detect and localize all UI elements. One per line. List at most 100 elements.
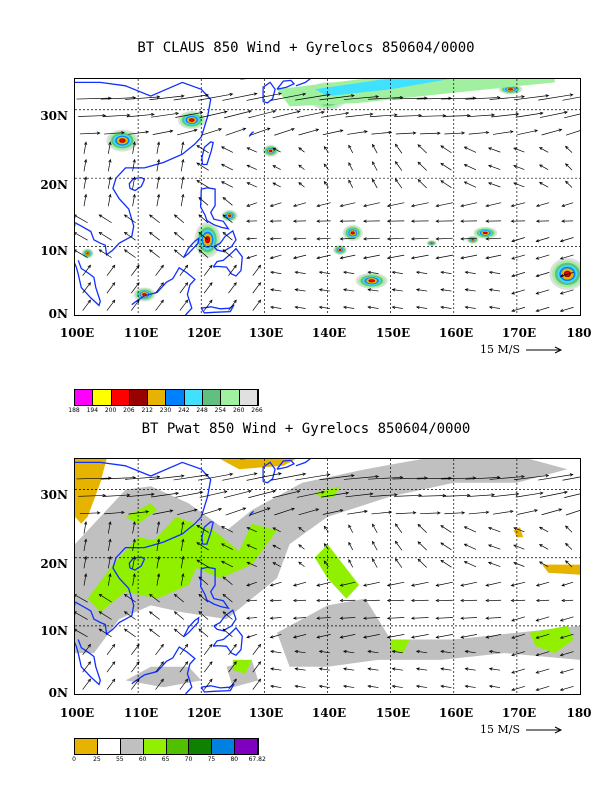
wind-vector [321, 491, 350, 498]
wind-vector [372, 178, 378, 189]
wind-vector [538, 164, 549, 171]
wind-vector [321, 111, 350, 118]
wind-vector [225, 507, 247, 516]
top-colorbar-swatch [148, 390, 167, 405]
wind-vector [298, 561, 305, 567]
top-colorbar [74, 389, 259, 406]
wind-vector [179, 299, 189, 311]
wind-vector [269, 634, 282, 639]
wind-vector [564, 493, 580, 498]
wind-vector [487, 164, 501, 170]
wind-vector [179, 661, 189, 673]
wind-vector [538, 561, 549, 568]
wind-vector [394, 113, 423, 118]
wind-vector [269, 202, 282, 207]
wind-vector [272, 165, 281, 170]
wind-vector [511, 289, 526, 295]
wind-vector [203, 282, 213, 294]
bottom-colorbar-swatch [143, 739, 167, 754]
wind-vector [294, 270, 306, 275]
wind-vector [367, 305, 379, 309]
wind-vector [535, 598, 550, 603]
wind-vector [225, 127, 247, 136]
wind-vector [517, 129, 539, 136]
wind-vector [415, 684, 428, 688]
wind-vector [440, 542, 452, 551]
wind-vector [391, 305, 403, 309]
wind-vector [442, 113, 471, 118]
wind-vector [368, 95, 404, 100]
wind-vector [123, 214, 136, 224]
wind-vector [367, 667, 379, 671]
wind-vector [343, 95, 380, 100]
wind-vector [123, 249, 136, 258]
top-xlabel-140e: 140E [311, 326, 347, 340]
top-map-canvas [75, 79, 580, 315]
top-xlabel-170e: 170E [501, 326, 537, 340]
wind-vector [298, 182, 305, 188]
wind-vector [386, 581, 405, 587]
wind-vector [371, 130, 393, 135]
wind-vector [156, 158, 161, 172]
wind-vector [435, 598, 453, 603]
wind-vector [511, 272, 526, 278]
wind-vector [128, 510, 150, 515]
wind-vector [246, 147, 257, 153]
wind-vector [440, 270, 452, 275]
wind-vector [198, 249, 209, 258]
wind-vector [180, 193, 185, 207]
wind-vector [123, 593, 136, 603]
wind-vector [417, 179, 427, 189]
wind-vector [343, 684, 355, 688]
wind-vector [198, 593, 209, 603]
wind-vector [444, 131, 466, 135]
wind-vector [149, 231, 160, 241]
wind-vector [106, 661, 116, 673]
wind-vector [252, 678, 262, 690]
wind-vector [222, 92, 258, 101]
wind-vector [511, 685, 526, 692]
wind-vector [98, 611, 112, 620]
wind-vector [83, 521, 88, 534]
wind-vector [394, 160, 403, 171]
wind-vector [220, 181, 234, 188]
top-xlabel-120e: 120E [186, 326, 222, 340]
coastline [262, 461, 276, 484]
wind-vector [107, 521, 112, 534]
wind-vector [538, 182, 549, 188]
wind-vector [435, 219, 453, 223]
wind-vector [222, 214, 233, 224]
wind-vector [220, 543, 234, 550]
wind-vector [104, 131, 125, 135]
bottom-xlabel-150e: 150E [375, 706, 411, 720]
wind-vector [415, 288, 428, 292]
bottom-xlabel-140e: 140E [311, 706, 347, 720]
wind-vector [488, 305, 501, 309]
wind-vector [270, 684, 282, 688]
wind-vector [252, 282, 262, 294]
wind-vector [318, 288, 330, 292]
top-colorbar-swatches [75, 390, 258, 405]
wind-vector [75, 628, 88, 638]
wind-vector [535, 289, 550, 295]
wind-vector [363, 237, 380, 241]
wind-vector [561, 581, 574, 587]
bottom-colorbar-swatch [235, 739, 259, 754]
wind-vector [180, 538, 185, 551]
coastline [201, 520, 214, 545]
wind-vector [298, 128, 320, 136]
wind-vector [123, 611, 136, 620]
wind-vector [196, 559, 209, 568]
wind-vector [410, 616, 429, 620]
wind-vector [417, 144, 427, 154]
wind-vector [463, 526, 477, 533]
wind-vector [487, 527, 501, 533]
wind-vector [83, 141, 88, 154]
wind-vector [203, 264, 213, 276]
wind-vector [535, 633, 550, 639]
wind-vector [130, 643, 140, 656]
wind-vector [322, 129, 344, 136]
wind-vector [152, 509, 174, 515]
wind-vector [323, 525, 329, 533]
dry-region [75, 459, 107, 524]
